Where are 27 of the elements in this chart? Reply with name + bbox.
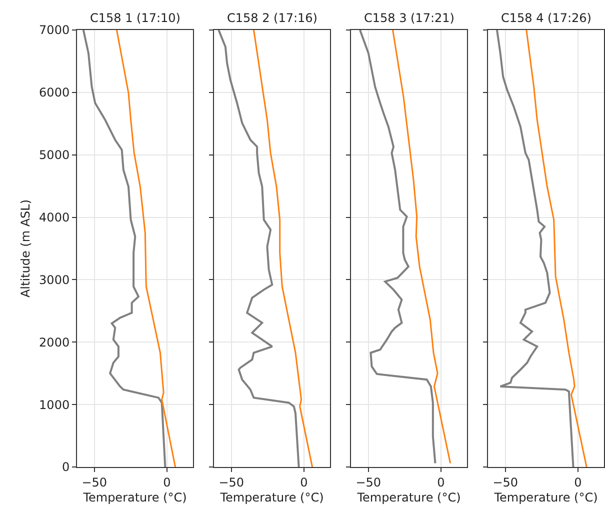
x-tick-label: −50	[218, 475, 244, 490]
x-tick-label: 0	[300, 475, 308, 490]
chart-title: C158 4 (17:26)	[501, 11, 592, 25]
y-tick-label: 5000	[39, 148, 70, 162]
x-axis-title: Temperature (°C)	[356, 490, 461, 504]
y-tick-label: 2000	[39, 335, 70, 350]
x-tick-label: 0	[574, 475, 582, 490]
y-axis-title: Altitude (m ASL)	[18, 199, 32, 298]
chart-title: C158 2 (17:16)	[227, 11, 318, 25]
y-tick-label: 0	[62, 460, 70, 474]
x-tick-label: −50	[492, 475, 518, 490]
x-axis-title: Temperature (°C)	[219, 490, 324, 504]
y-tick-label: 3000	[39, 272, 70, 287]
x-axis-title: Temperature (°C)	[493, 490, 598, 504]
y-tick-label: 1000	[39, 398, 70, 412]
line-series	[116, 30, 176, 467]
x-tick-label: −50	[82, 475, 108, 490]
x-tick-label: 0	[163, 475, 171, 490]
chart-title: C158 1 (17:10)	[90, 11, 180, 25]
chart-title: C158 3 (17:21)	[364, 11, 454, 25]
y-tick-label: 7000	[39, 23, 70, 38]
line-series	[82, 30, 166, 467]
x-tick-label: 0	[437, 475, 445, 490]
x-tick-label: −50	[356, 475, 382, 490]
x-axis-title: Temperature (°C)	[82, 490, 187, 504]
y-tick-label: 4000	[39, 210, 70, 224]
y-tick-label: 6000	[39, 86, 70, 100]
